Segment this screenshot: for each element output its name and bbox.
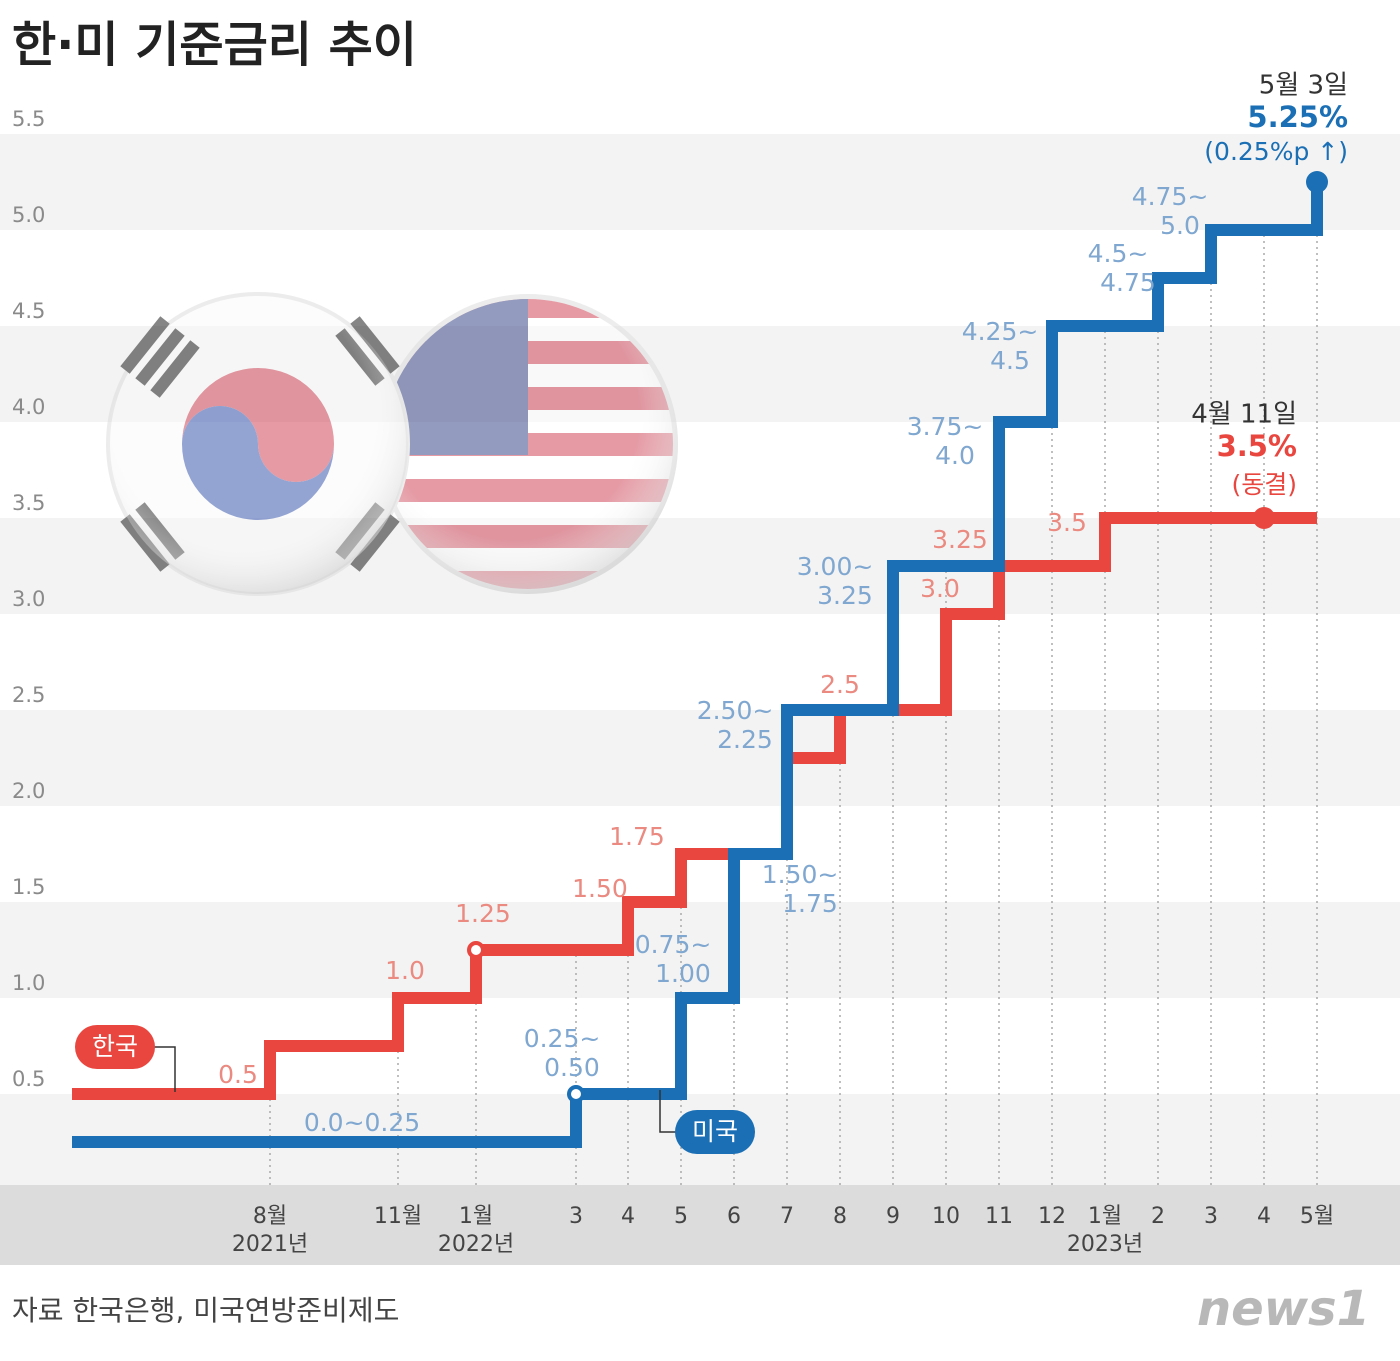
x-tick-label: 6 [727, 1204, 741, 1229]
x-tick-label: 9 [886, 1204, 900, 1229]
value-label: 0.0~0.25 [304, 1108, 420, 1137]
y-tick-label: 4.0 [12, 395, 45, 419]
x-tick-label: 3 [1204, 1204, 1218, 1229]
legend-connector [659, 1090, 680, 1133]
legend-pill [675, 1110, 755, 1154]
year-label: 2023년 [1067, 1232, 1143, 1257]
value-label: 4.0 [935, 441, 975, 470]
legend-label: 미국 [692, 1117, 738, 1146]
x-tick-label: 3 [569, 1204, 583, 1229]
value-label: 1.25 [455, 899, 511, 928]
value-label: 3.25 [817, 581, 873, 610]
x-tick-label: 8 [833, 1204, 847, 1229]
x-tick-label: 5월 [1300, 1204, 1334, 1229]
y-tick-label: 3.0 [12, 587, 45, 611]
value-label: 4.5 [990, 346, 1030, 375]
hollow-point [567, 1085, 585, 1103]
callout-date: 4월 11일 [1191, 400, 1297, 430]
value-label: 1.50 [572, 874, 628, 903]
value-label: 4.75~ [1132, 182, 1209, 211]
value-label: 1.75 [609, 822, 665, 851]
x-tick-label: 11 [985, 1204, 1013, 1229]
x-tick-label: 10 [932, 1204, 960, 1229]
grid-band [0, 134, 1400, 230]
point [1253, 507, 1275, 529]
value-label: 3.5 [1047, 508, 1087, 537]
value-label: 5.0 [1160, 211, 1200, 240]
value-label: 2.25 [717, 725, 773, 754]
x-tick-label: 8월 [253, 1204, 287, 1229]
y-tick-label: 4.5 [12, 299, 45, 323]
value-label: 3.75~ [907, 412, 984, 441]
callout-rate: 5.25% [1247, 100, 1348, 134]
grid-band [0, 710, 1400, 806]
x-axis-band [0, 1185, 1400, 1265]
y-tick-label: 5.0 [12, 203, 45, 227]
value-label: 0.5 [218, 1060, 258, 1089]
value-label: 1.00 [655, 959, 711, 988]
legend-pill [75, 1025, 155, 1069]
series-line [72, 182, 1323, 1148]
value-label: 3.00~ [797, 552, 874, 581]
x-tick-label: 4 [1257, 1204, 1271, 1229]
y-tick-label: 1.5 [12, 875, 45, 899]
value-label: 4.5~ [1088, 239, 1149, 268]
value-label: 1.0 [385, 956, 425, 985]
value-label: 2.50~ [697, 696, 774, 725]
y-tick-label: 2.0 [12, 779, 45, 803]
logo: news1 [1197, 1281, 1370, 1337]
x-tick-label: 11월 [374, 1204, 422, 1229]
x-tick-label: 1월 [459, 1204, 493, 1229]
callout-rate: 3.5% [1217, 429, 1297, 463]
x-tick-label: 12 [1038, 1204, 1066, 1229]
year-label: 2022년 [438, 1232, 514, 1257]
y-tick-label: 5.5 [12, 107, 45, 131]
callout-note: (0.25%p ↑) [1204, 137, 1348, 166]
year-label: 2021년 [232, 1232, 308, 1257]
x-tick-label: 2 [1151, 1204, 1165, 1229]
value-label: 0.50 [544, 1053, 600, 1082]
y-tick-label: 0.5 [12, 1067, 45, 1091]
value-label: 4.75 [1100, 268, 1156, 297]
value-label: 3.25 [932, 525, 988, 554]
x-tick-label: 5 [674, 1204, 688, 1229]
flags [106, 292, 678, 596]
legend-label: 한국 [92, 1032, 138, 1061]
value-label: 1.75 [782, 889, 838, 918]
grid-band [0, 902, 1400, 998]
x-tick-label: 4 [621, 1204, 635, 1229]
hollow-point [467, 941, 485, 959]
point [1306, 171, 1328, 193]
value-label: 0.75~ [635, 930, 712, 959]
callout-note: (동결) [1231, 470, 1297, 499]
legend-connector [150, 1046, 176, 1092]
x-tick-label: 7 [780, 1204, 794, 1229]
callout-date: 5월 3일 [1259, 71, 1348, 101]
chart-title: 한·미 기준금리 추이 [12, 17, 417, 73]
value-label: 2.5 [820, 670, 860, 699]
value-label: 4.25~ [962, 317, 1039, 346]
y-tick-label: 1.0 [12, 971, 45, 995]
value-label: 1.50~ [762, 860, 839, 889]
value-label: 3.0 [920, 574, 960, 603]
y-tick-label: 2.5 [12, 683, 45, 707]
source: 자료 한국은행, 미국연방준비제도 [12, 1294, 399, 1327]
y-tick-label: 3.5 [12, 491, 45, 515]
value-label: 0.25~ [524, 1024, 601, 1053]
x-tick-label: 1월 [1088, 1204, 1122, 1229]
